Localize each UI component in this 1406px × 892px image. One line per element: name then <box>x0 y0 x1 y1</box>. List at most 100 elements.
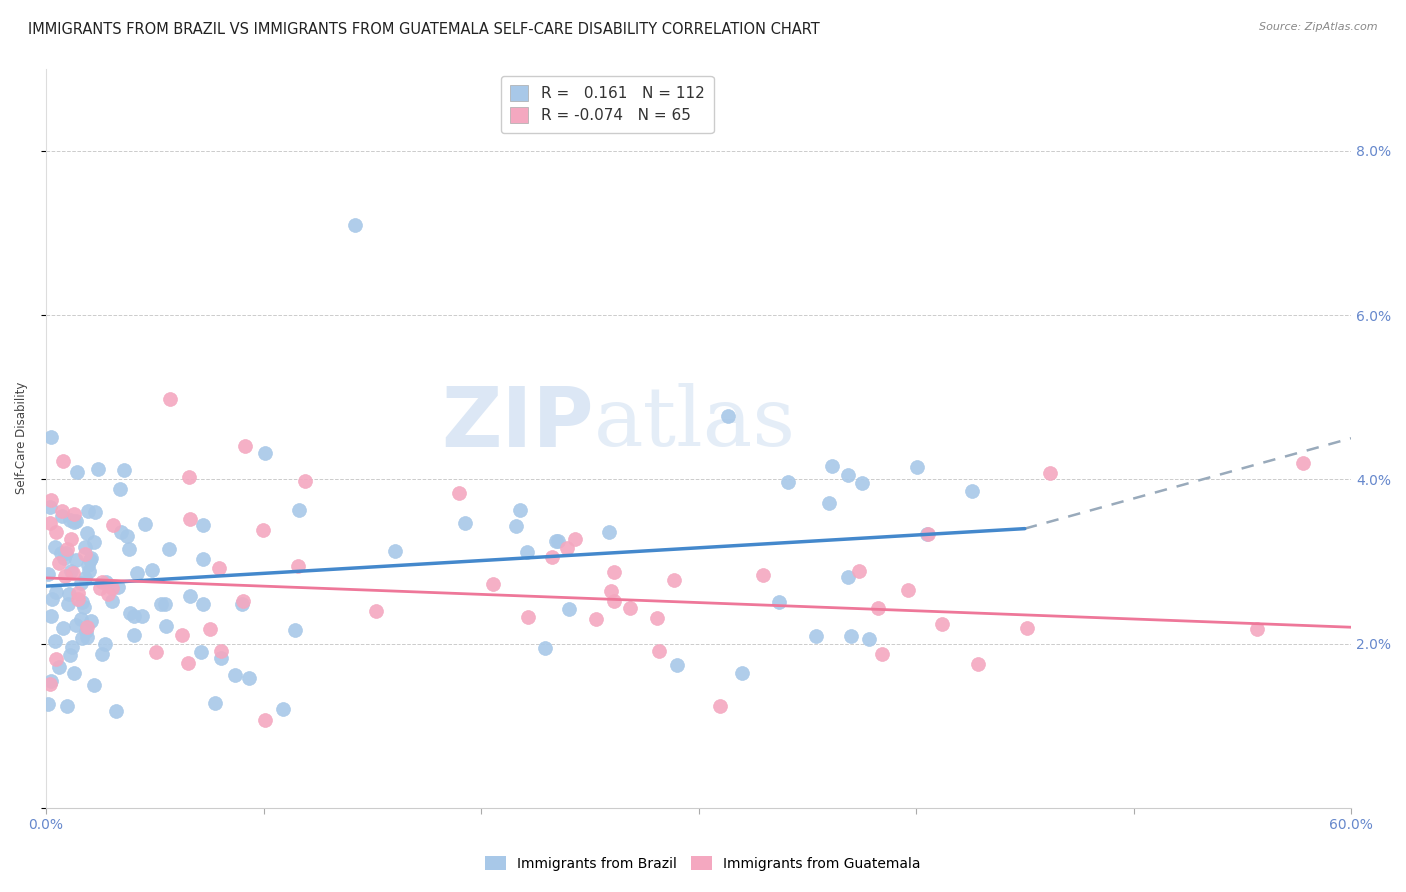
Point <box>63 665 86 680</box>
Point <box>179 589 201 603</box>
Point <box>159 392 181 407</box>
Point <box>115 529 138 543</box>
Point <box>384 543 406 558</box>
Point <box>48 556 70 570</box>
Point <box>905 460 928 475</box>
Point <box>39 493 62 508</box>
Point <box>603 566 626 580</box>
Point <box>107 581 129 595</box>
Point <box>851 476 873 491</box>
Point <box>45 652 67 666</box>
Point <box>52 454 75 468</box>
Point <box>191 518 214 533</box>
Point <box>39 430 62 444</box>
Point <box>51 508 73 523</box>
Point <box>547 533 569 548</box>
Point <box>80 551 103 566</box>
Point <box>599 583 621 598</box>
Point <box>155 619 177 633</box>
Point <box>72 632 94 646</box>
Point <box>294 474 316 488</box>
Point <box>717 409 740 424</box>
Point <box>37 697 59 711</box>
Point <box>364 604 387 618</box>
Point <box>665 658 688 673</box>
Point <box>917 526 939 541</box>
Point <box>41 591 63 606</box>
Point <box>232 594 254 608</box>
Point <box>1292 456 1315 470</box>
Point <box>153 597 176 611</box>
Point <box>191 551 214 566</box>
Text: atlas: atlas <box>595 384 796 464</box>
Point <box>80 615 103 629</box>
Point <box>100 581 122 595</box>
Point <box>509 503 531 517</box>
Point <box>664 573 686 587</box>
Point <box>768 595 790 609</box>
Point <box>75 540 97 554</box>
Point <box>343 218 366 232</box>
Point <box>75 624 97 638</box>
Point <box>118 606 141 620</box>
Point <box>533 641 555 656</box>
Point <box>778 475 800 489</box>
Point <box>454 516 477 531</box>
Point <box>648 644 671 658</box>
Point <box>238 671 260 685</box>
Point <box>897 582 920 597</box>
Point <box>55 546 77 560</box>
Point <box>541 549 564 564</box>
Point <box>38 500 60 514</box>
Text: IMMIGRANTS FROM BRAZIL VS IMMIGRANTS FROM GUATEMALA SELF-CARE DISABILITY CORRELA: IMMIGRANTS FROM BRAZIL VS IMMIGRANTS FRO… <box>28 22 820 37</box>
Point <box>97 587 120 601</box>
Point <box>90 574 112 589</box>
Point <box>76 525 98 540</box>
Point <box>818 496 841 510</box>
Point <box>66 586 89 600</box>
Point <box>56 698 79 713</box>
Point <box>200 623 222 637</box>
Point <box>447 485 470 500</box>
Point <box>75 571 97 585</box>
Point <box>79 564 101 578</box>
Point <box>619 601 641 615</box>
Point <box>83 534 105 549</box>
Point <box>60 640 83 654</box>
Point <box>110 525 132 540</box>
Point <box>134 516 156 531</box>
Point <box>104 704 127 718</box>
Point <box>870 647 893 661</box>
Point <box>94 574 117 589</box>
Point <box>931 617 953 632</box>
Point <box>284 624 307 638</box>
Point <box>253 446 276 460</box>
Point <box>37 567 59 582</box>
Point <box>821 459 844 474</box>
Point <box>52 621 75 635</box>
Point <box>83 678 105 692</box>
Point <box>58 597 80 611</box>
Point <box>557 602 579 616</box>
Y-axis label: Self-Care Disability: Self-Care Disability <box>15 382 28 494</box>
Point <box>179 511 201 525</box>
Point <box>1246 622 1268 636</box>
Point <box>103 518 125 533</box>
Point <box>89 581 111 595</box>
Point <box>287 558 309 573</box>
Point <box>73 599 96 614</box>
Point <box>177 656 200 670</box>
Point <box>598 525 620 540</box>
Point <box>93 637 115 651</box>
Point <box>179 470 201 484</box>
Point <box>731 665 754 680</box>
Point <box>288 503 311 517</box>
Point <box>585 612 607 626</box>
Point <box>170 628 193 642</box>
Point <box>157 541 180 556</box>
Point <box>77 558 100 573</box>
Point <box>209 644 232 658</box>
Point <box>145 645 167 659</box>
Point <box>122 608 145 623</box>
Point <box>70 576 93 591</box>
